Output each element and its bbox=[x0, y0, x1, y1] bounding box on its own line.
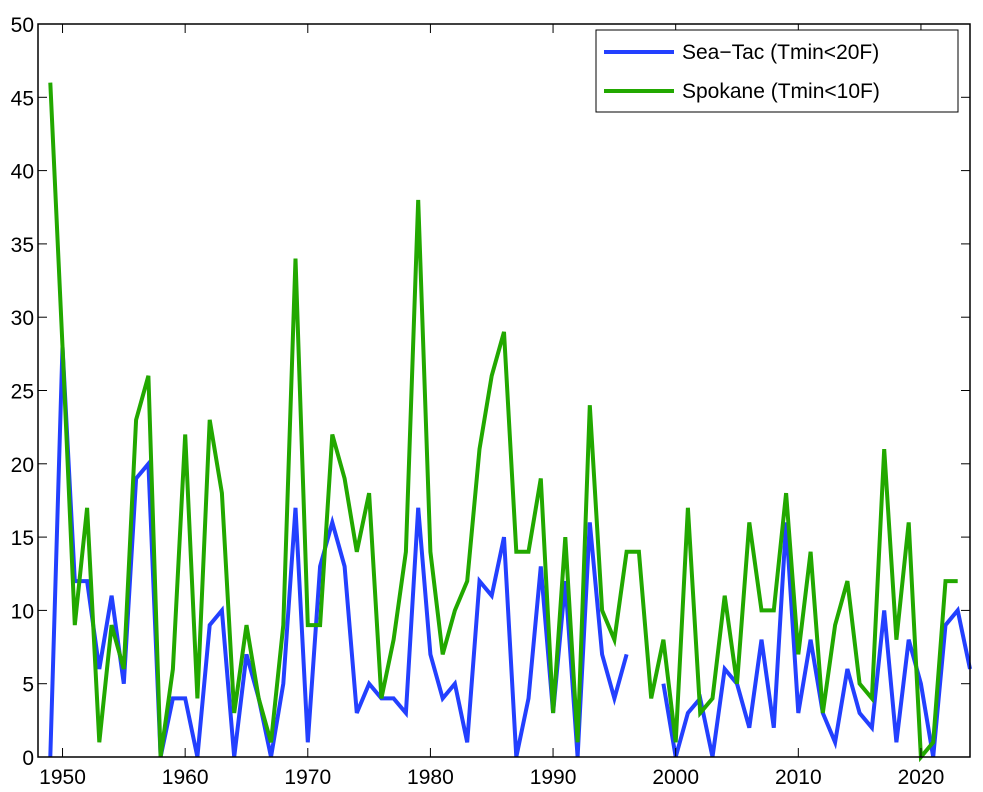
x-tick-label: 1960 bbox=[162, 766, 209, 789]
x-tick-label: 2020 bbox=[898, 766, 945, 789]
y-tick-label: 45 bbox=[11, 87, 34, 110]
y-tick-label: 10 bbox=[11, 600, 34, 623]
y-tick-label: 50 bbox=[11, 14, 34, 37]
y-tick-label: 5 bbox=[22, 674, 34, 697]
y-tick-label: 30 bbox=[11, 307, 34, 330]
series-line-spokane bbox=[48, 82, 958, 763]
legend-label-spokane: Spokane (Tmin<10F) bbox=[682, 80, 880, 103]
legend-box bbox=[595, 29, 959, 113]
y-tick-label: 35 bbox=[11, 234, 34, 257]
series-lines bbox=[48, 82, 972, 763]
axis-ticks: 1950 1960 1970 1980 1990 2000 2010 2020 0 5 10 15 20… bbox=[11, 14, 970, 789]
y-tick-label: 25 bbox=[11, 381, 34, 404]
y-tick-label: 20 bbox=[11, 454, 34, 477]
x-tick-label: 2000 bbox=[652, 766, 699, 789]
legend-label-seatac: Sea−Tac (Tmin<20F) bbox=[682, 41, 879, 64]
y-tick-label: 15 bbox=[11, 527, 34, 550]
y-tick-label: 0 bbox=[22, 747, 34, 770]
x-tick-label: 1980 bbox=[407, 766, 454, 789]
legend: Sea−Tac (Tmin<20F) Spokane (Tmin<10F) bbox=[595, 29, 959, 113]
x-tick-label: 2010 bbox=[775, 766, 822, 789]
series-line-seatac bbox=[661, 522, 972, 758]
x-tick-label: 1990 bbox=[530, 766, 577, 789]
x-tick-label: 1970 bbox=[284, 766, 331, 789]
y-tick-label: 40 bbox=[11, 161, 34, 184]
series-line-seatac bbox=[48, 346, 629, 758]
x-tick-label: 1950 bbox=[39, 766, 86, 789]
